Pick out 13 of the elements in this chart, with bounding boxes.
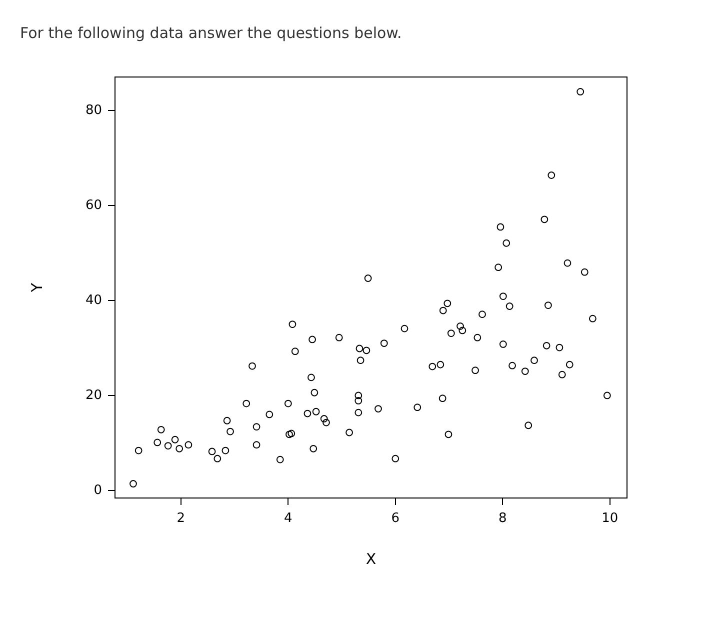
y-axis-title: Y xyxy=(28,282,46,294)
y-tick-label: 20 xyxy=(85,388,102,403)
x-tick-label: 10 xyxy=(602,511,618,526)
y-tick-label: 0 xyxy=(94,482,102,498)
x-tick-label: 4 xyxy=(284,511,292,526)
x-tick-label: 6 xyxy=(391,511,400,526)
x-axis-title: X xyxy=(366,550,376,568)
chart-title: For the following data answer the questions below. xyxy=(20,24,402,42)
x-tick-label: 8 xyxy=(498,511,507,526)
y-tick-label: 40 xyxy=(85,292,102,308)
y-tick-label: 80 xyxy=(85,103,102,118)
y-tick-label: 60 xyxy=(85,198,102,213)
x-tick-label: 2 xyxy=(176,511,186,526)
